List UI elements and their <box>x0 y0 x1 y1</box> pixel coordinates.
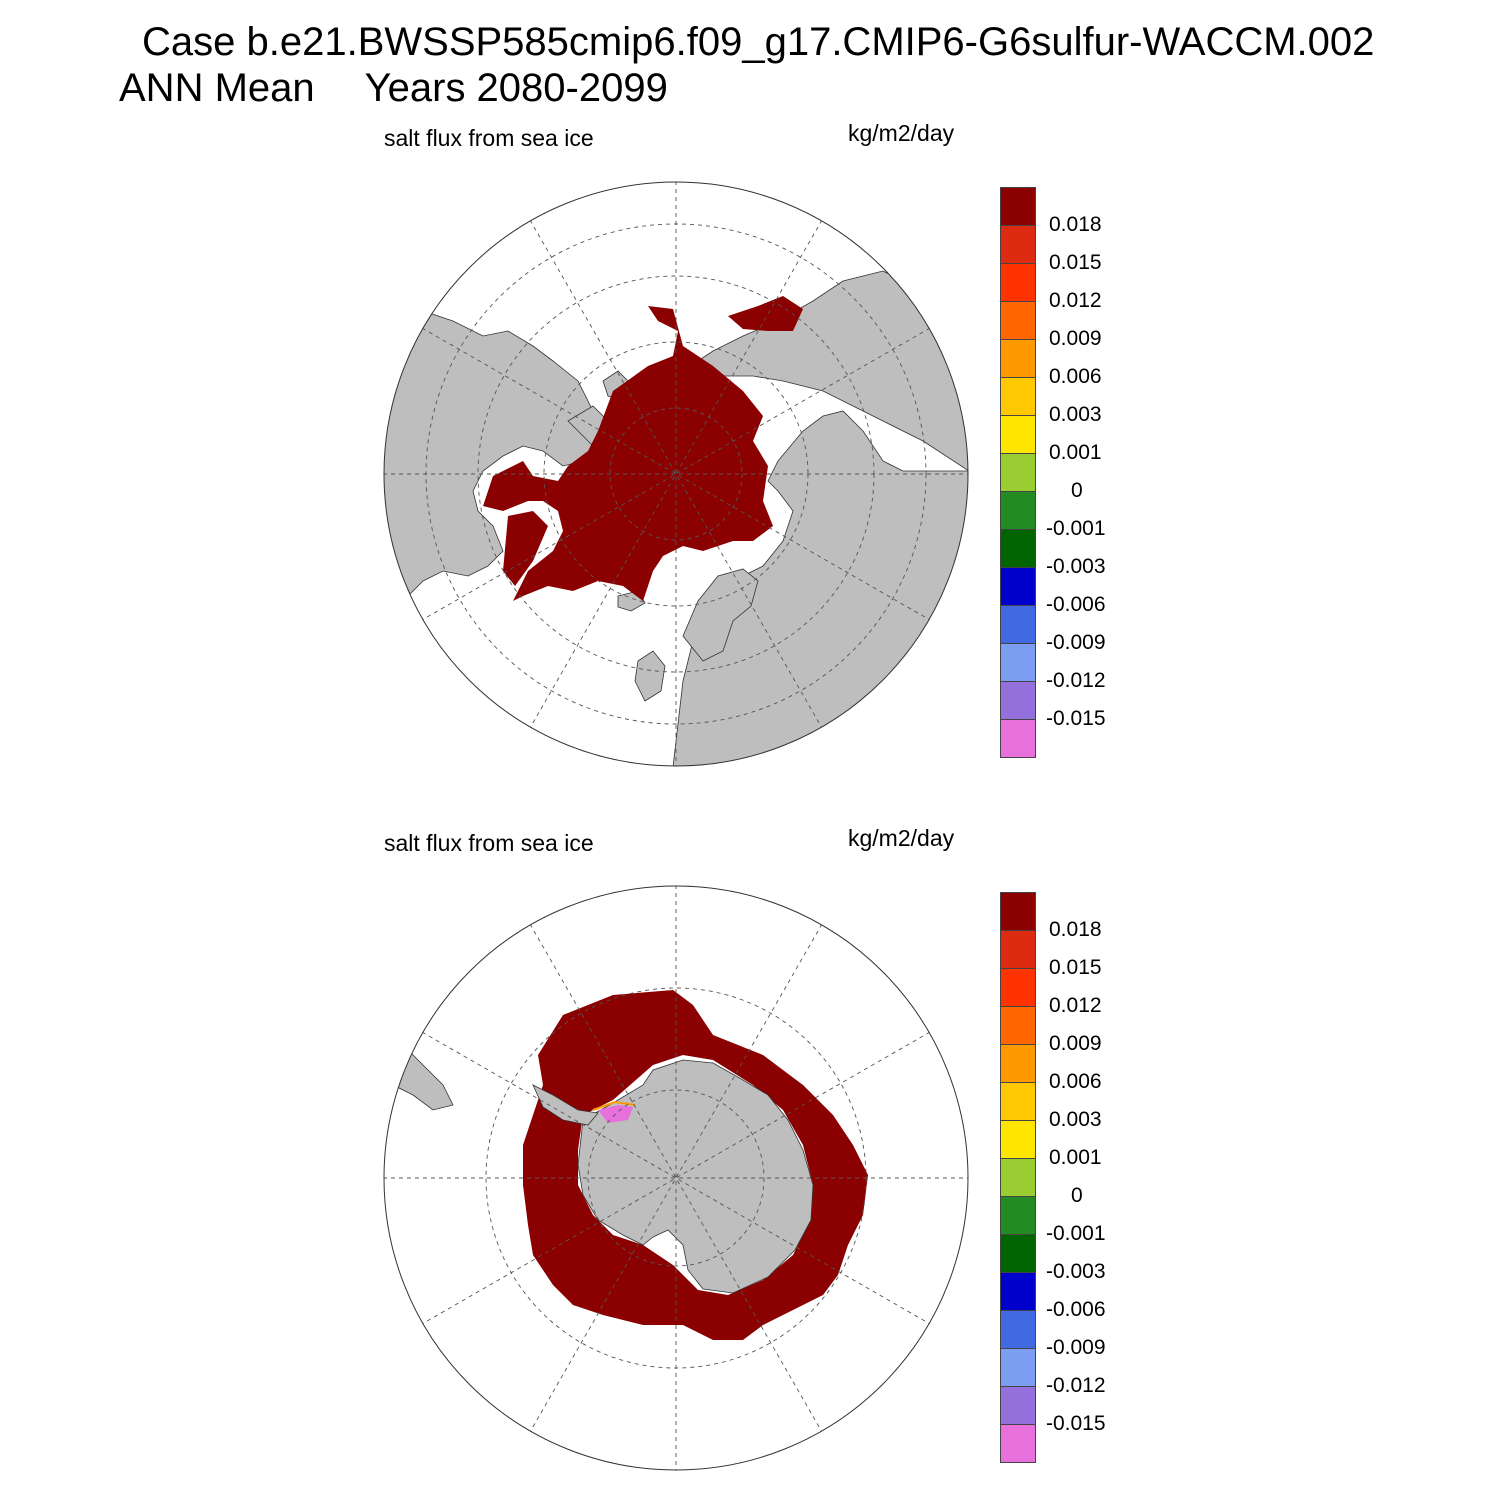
colorbar-swatch <box>1000 643 1036 682</box>
colorbar-tick-label: 0.015 <box>1049 251 1102 274</box>
colorbar-swatch <box>1000 187 1036 226</box>
panel-north-variable-label: salt flux from sea ice <box>384 125 594 151</box>
north-america-land <box>384 310 599 612</box>
colorbar-swatch <box>1000 415 1036 454</box>
antarctic-peninsula-land <box>532 1084 599 1126</box>
south-sea-ice-flux <box>523 990 868 1340</box>
colorbar-swatch <box>1000 681 1036 720</box>
north-sea-ice-flux-baffin <box>503 511 548 586</box>
south-polar-map <box>383 885 969 1471</box>
scandinavia-land <box>682 568 759 662</box>
colorbar-tick-label: 0.015 <box>1049 956 1102 979</box>
colorbar-tick-label: 0.012 <box>1049 994 1102 1017</box>
colorbar-tick-label: -0.009 <box>1046 631 1106 654</box>
panel-north-units-label: kg/m2/day <box>848 120 955 146</box>
colorbar-tick-label: 0.006 <box>1049 1070 1102 1093</box>
colorbar-swatch <box>1000 930 1036 969</box>
colorbar-swatch <box>1000 491 1036 530</box>
colorbar-swatch <box>1000 1082 1036 1121</box>
colorbar-tick-label: 0.009 <box>1049 327 1102 350</box>
colorbar-south <box>1000 892 1036 1463</box>
colorbar-tick-label: 0 <box>1071 479 1083 502</box>
north-polar-map <box>383 181 969 767</box>
colorbar-tick-label: 0.003 <box>1049 403 1102 426</box>
north-sea-ice-flux <box>483 306 773 601</box>
colorbar-tick-label: 0.018 <box>1049 918 1102 941</box>
north-graticule <box>384 182 968 766</box>
south-map-border <box>383 885 969 1471</box>
north-map-border <box>383 181 969 767</box>
colorbar-tick-label: -0.006 <box>1046 593 1106 616</box>
colorbar-tick-label: -0.015 <box>1046 707 1106 730</box>
colorbar-swatch <box>1000 1234 1036 1273</box>
colorbar-tick-label: -0.009 <box>1046 1336 1106 1359</box>
colorbar-tick-label: -0.015 <box>1046 1412 1106 1435</box>
panel-south-variable-label: salt flux from sea ice <box>384 830 594 856</box>
colorbar-swatch <box>1000 1386 1036 1425</box>
colorbar-swatch <box>1000 453 1036 492</box>
colorbar-tick-label: -0.001 <box>1046 1222 1106 1245</box>
panel-south-units-label: kg/m2/day <box>848 825 955 851</box>
colorbar-swatch <box>1000 892 1036 931</box>
season-label: ANN Mean <box>119 66 315 110</box>
colorbar-tick-label: -0.012 <box>1046 669 1106 692</box>
colorbar-swatch <box>1000 968 1036 1007</box>
colorbar-swatch <box>1000 1348 1036 1387</box>
colorbar-tick-label: -0.001 <box>1046 517 1106 540</box>
colorbar-tick-label: -0.012 <box>1046 1374 1106 1397</box>
colorbar-tick-label: 0.012 <box>1049 289 1102 312</box>
south-graticule <box>384 886 968 1470</box>
colorbar-swatch <box>1000 1196 1036 1235</box>
colorbar-tick-label: 0.006 <box>1049 365 1102 388</box>
title-season-years: ANN Mean Years 2080-2099 <box>119 68 668 108</box>
colorbar-swatch <box>1000 1006 1036 1045</box>
colorbar-swatch <box>1000 263 1036 302</box>
colorbar-swatch <box>1000 1424 1036 1463</box>
colorbar-swatch <box>1000 377 1036 416</box>
colorbar-swatch <box>1000 1120 1036 1159</box>
colorbar-swatch <box>1000 339 1036 378</box>
colorbar-swatch <box>1000 1272 1036 1311</box>
colorbar-swatch <box>1000 225 1036 264</box>
colorbar-tick-label: 0 <box>1071 1184 1083 1207</box>
british-isles-land <box>634 650 666 702</box>
colorbar-tick-label: 0.003 <box>1049 1108 1102 1131</box>
colorbar-tick-label: 0.001 <box>1049 441 1102 464</box>
colorbar-tick-label: 0.018 <box>1049 213 1102 236</box>
colorbar-swatch <box>1000 1310 1036 1349</box>
colorbar-tick-label: -0.003 <box>1046 555 1106 578</box>
colorbar-swatch <box>1000 605 1036 644</box>
colorbar-swatch <box>1000 719 1036 758</box>
colorbar-tick-label: 0.009 <box>1049 1032 1102 1055</box>
north-sea-ice-flux-bering <box>728 296 803 331</box>
antarctica-land <box>577 1059 814 1294</box>
colorbar-swatch <box>1000 1158 1036 1197</box>
title-case: Case b.e21.BWSSP585cmip6.f09_g17.CMIP6-G… <box>142 20 1375 64</box>
colorbar-tick-label: -0.006 <box>1046 1298 1106 1321</box>
colorbar-swatch <box>1000 301 1036 340</box>
colorbar-swatch <box>1000 529 1036 568</box>
colorbar-tick-label: 0.001 <box>1049 1146 1102 1169</box>
colorbar-north <box>1000 187 1036 758</box>
colorbar-swatch <box>1000 567 1036 606</box>
colorbar-swatch <box>1000 1044 1036 1083</box>
years-label: Years 2080-2099 <box>364 66 668 110</box>
colorbar-tick-label: -0.003 <box>1046 1260 1106 1283</box>
